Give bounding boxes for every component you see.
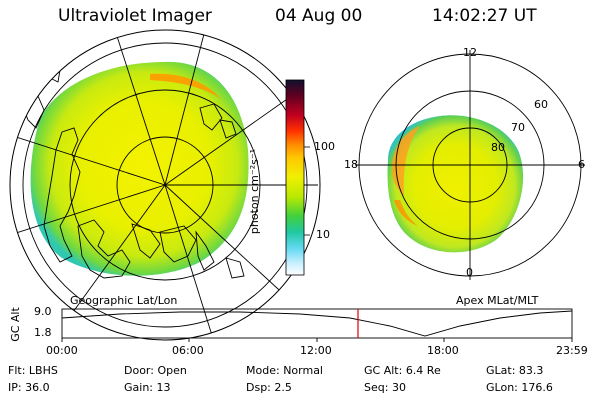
geo-caption: Geographic Lat/Lon	[70, 294, 178, 307]
colorbar-label-10: 10	[316, 228, 330, 241]
time-tick-0600: 06:00	[172, 344, 204, 357]
status-mode: Mode: Normal	[246, 364, 323, 377]
colorbar-unit: photon cm⁻²s⁻¹	[248, 148, 262, 235]
status-seq: Seq: 30	[364, 381, 406, 394]
mlt-label-18: 18	[344, 158, 358, 171]
colorbar-label-100: 100	[314, 140, 335, 153]
mlt-label-0: 0	[466, 266, 473, 279]
status-gc-alt: GC Alt: 6.4 Re	[364, 364, 441, 377]
mlat-label-80: 80	[491, 141, 505, 154]
status-dsp: Dsp: 2.5	[246, 381, 292, 394]
altitude-ytick-bottom: 1.8	[34, 326, 52, 339]
colorbar	[285, 79, 305, 276]
continent-outlines	[17, 59, 245, 279]
time-axis-ticks	[61, 338, 573, 342]
mlat-label-70: 70	[511, 121, 525, 134]
mlt-lines	[355, 50, 585, 280]
geo-outer-circle	[9, 29, 321, 341]
time-tick-1800: 18:00	[427, 344, 459, 357]
meridian-lines	[10, 30, 318, 340]
auroral-image-mlt	[387, 115, 524, 253]
image-time: 14:02:27 UT	[432, 6, 537, 26]
mlt-caption: Apex MLat/MLT	[456, 294, 539, 307]
status-gain: Gain: 13	[124, 381, 171, 394]
mlt-label-6: 6	[578, 158, 585, 171]
status-flt: Flt: LBHS	[8, 364, 58, 377]
status-ip: IP: 36.0	[8, 381, 50, 394]
instrument-title: Ultraviolet Imager	[58, 6, 212, 26]
mlat-label-60: 60	[534, 98, 548, 111]
mlt-label-12: 12	[463, 46, 477, 59]
altitude-ylabel: GC Alt	[8, 307, 22, 342]
geographic-map	[10, 30, 318, 340]
status-door: Door: Open	[124, 364, 187, 377]
time-tick-2359: 23:59	[556, 344, 588, 357]
time-tick-0000: 00:00	[46, 344, 78, 357]
altitude-ytick-top: 9.0	[34, 305, 52, 318]
auroral-arc-orange	[150, 73, 222, 100]
time-tick-1200: 12:00	[300, 344, 332, 357]
auroral-image-geo	[30, 61, 249, 276]
altitude-curve	[61, 310, 573, 337]
status-glon: GLon: 176.6	[486, 381, 553, 394]
status-glat: GLat: 83.3	[486, 364, 544, 377]
image-date: 04 Aug 00	[275, 6, 363, 26]
